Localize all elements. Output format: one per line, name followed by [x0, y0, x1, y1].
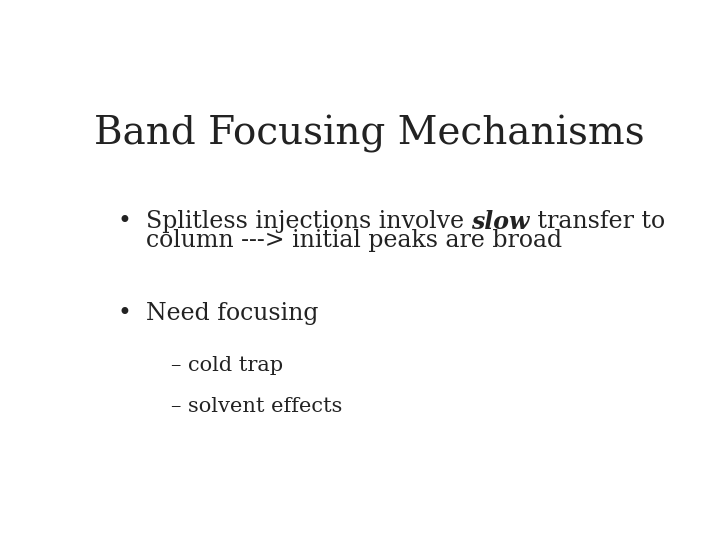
- Text: Splitless injections involve: Splitless injections involve: [145, 210, 472, 233]
- Text: Band Focusing Mechanisms: Band Focusing Mechanisms: [94, 114, 644, 153]
- Text: transfer to: transfer to: [530, 210, 665, 233]
- Text: column ---> initial peaks are broad: column ---> initial peaks are broad: [145, 230, 562, 252]
- Text: – solvent effects: – solvent effects: [171, 397, 342, 416]
- Text: – cold trap: – cold trap: [171, 356, 283, 375]
- Text: Need focusing: Need focusing: [145, 302, 318, 325]
- Text: •: •: [118, 302, 132, 325]
- Text: •: •: [118, 210, 132, 233]
- Text: slow: slow: [472, 210, 530, 234]
